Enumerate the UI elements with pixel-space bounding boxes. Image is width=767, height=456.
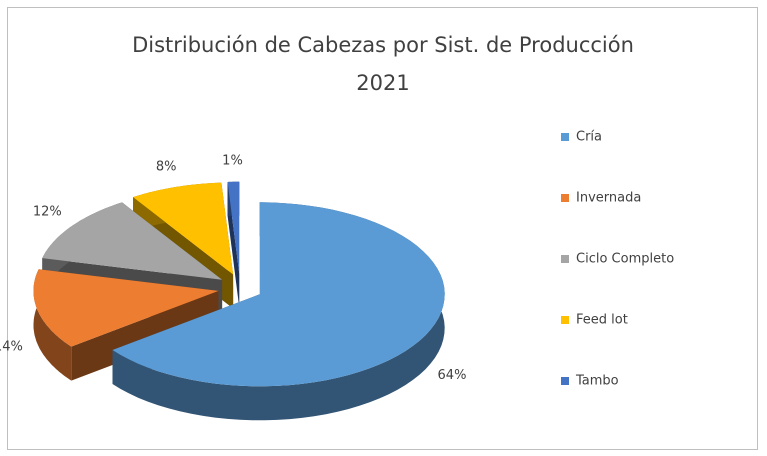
slice-rim [33, 269, 72, 381]
slice [112, 202, 445, 387]
slice-rim [112, 202, 445, 421]
data-label: 12% [33, 204, 62, 219]
legend-swatch [561, 194, 569, 202]
slice [33, 269, 219, 381]
data-label: 1% [222, 154, 243, 169]
legend-label: Feed lot [576, 313, 628, 328]
slice [227, 181, 240, 308]
slice [33, 269, 219, 347]
legend-swatch [561, 133, 569, 141]
data-label: 64% [438, 368, 467, 383]
legend-swatch [561, 255, 569, 263]
data-label: 8% [156, 160, 177, 175]
slice [112, 202, 445, 421]
legend-label: Cría [576, 130, 602, 145]
legend-label: Invernada [576, 191, 641, 206]
legend-swatch [561, 316, 569, 324]
chart-title: Distribución de Cabezas por Sist. de Pro… [132, 33, 634, 57]
data-label: 14% [0, 339, 23, 354]
slice [133, 182, 234, 275]
legend-swatch [561, 377, 569, 385]
chart-subtitle: 2021 [356, 71, 409, 95]
legend-label: Ciclo Completo [576, 252, 674, 267]
legend-label: Tambo [575, 374, 619, 389]
slice [227, 181, 240, 274]
slice [42, 202, 223, 280]
